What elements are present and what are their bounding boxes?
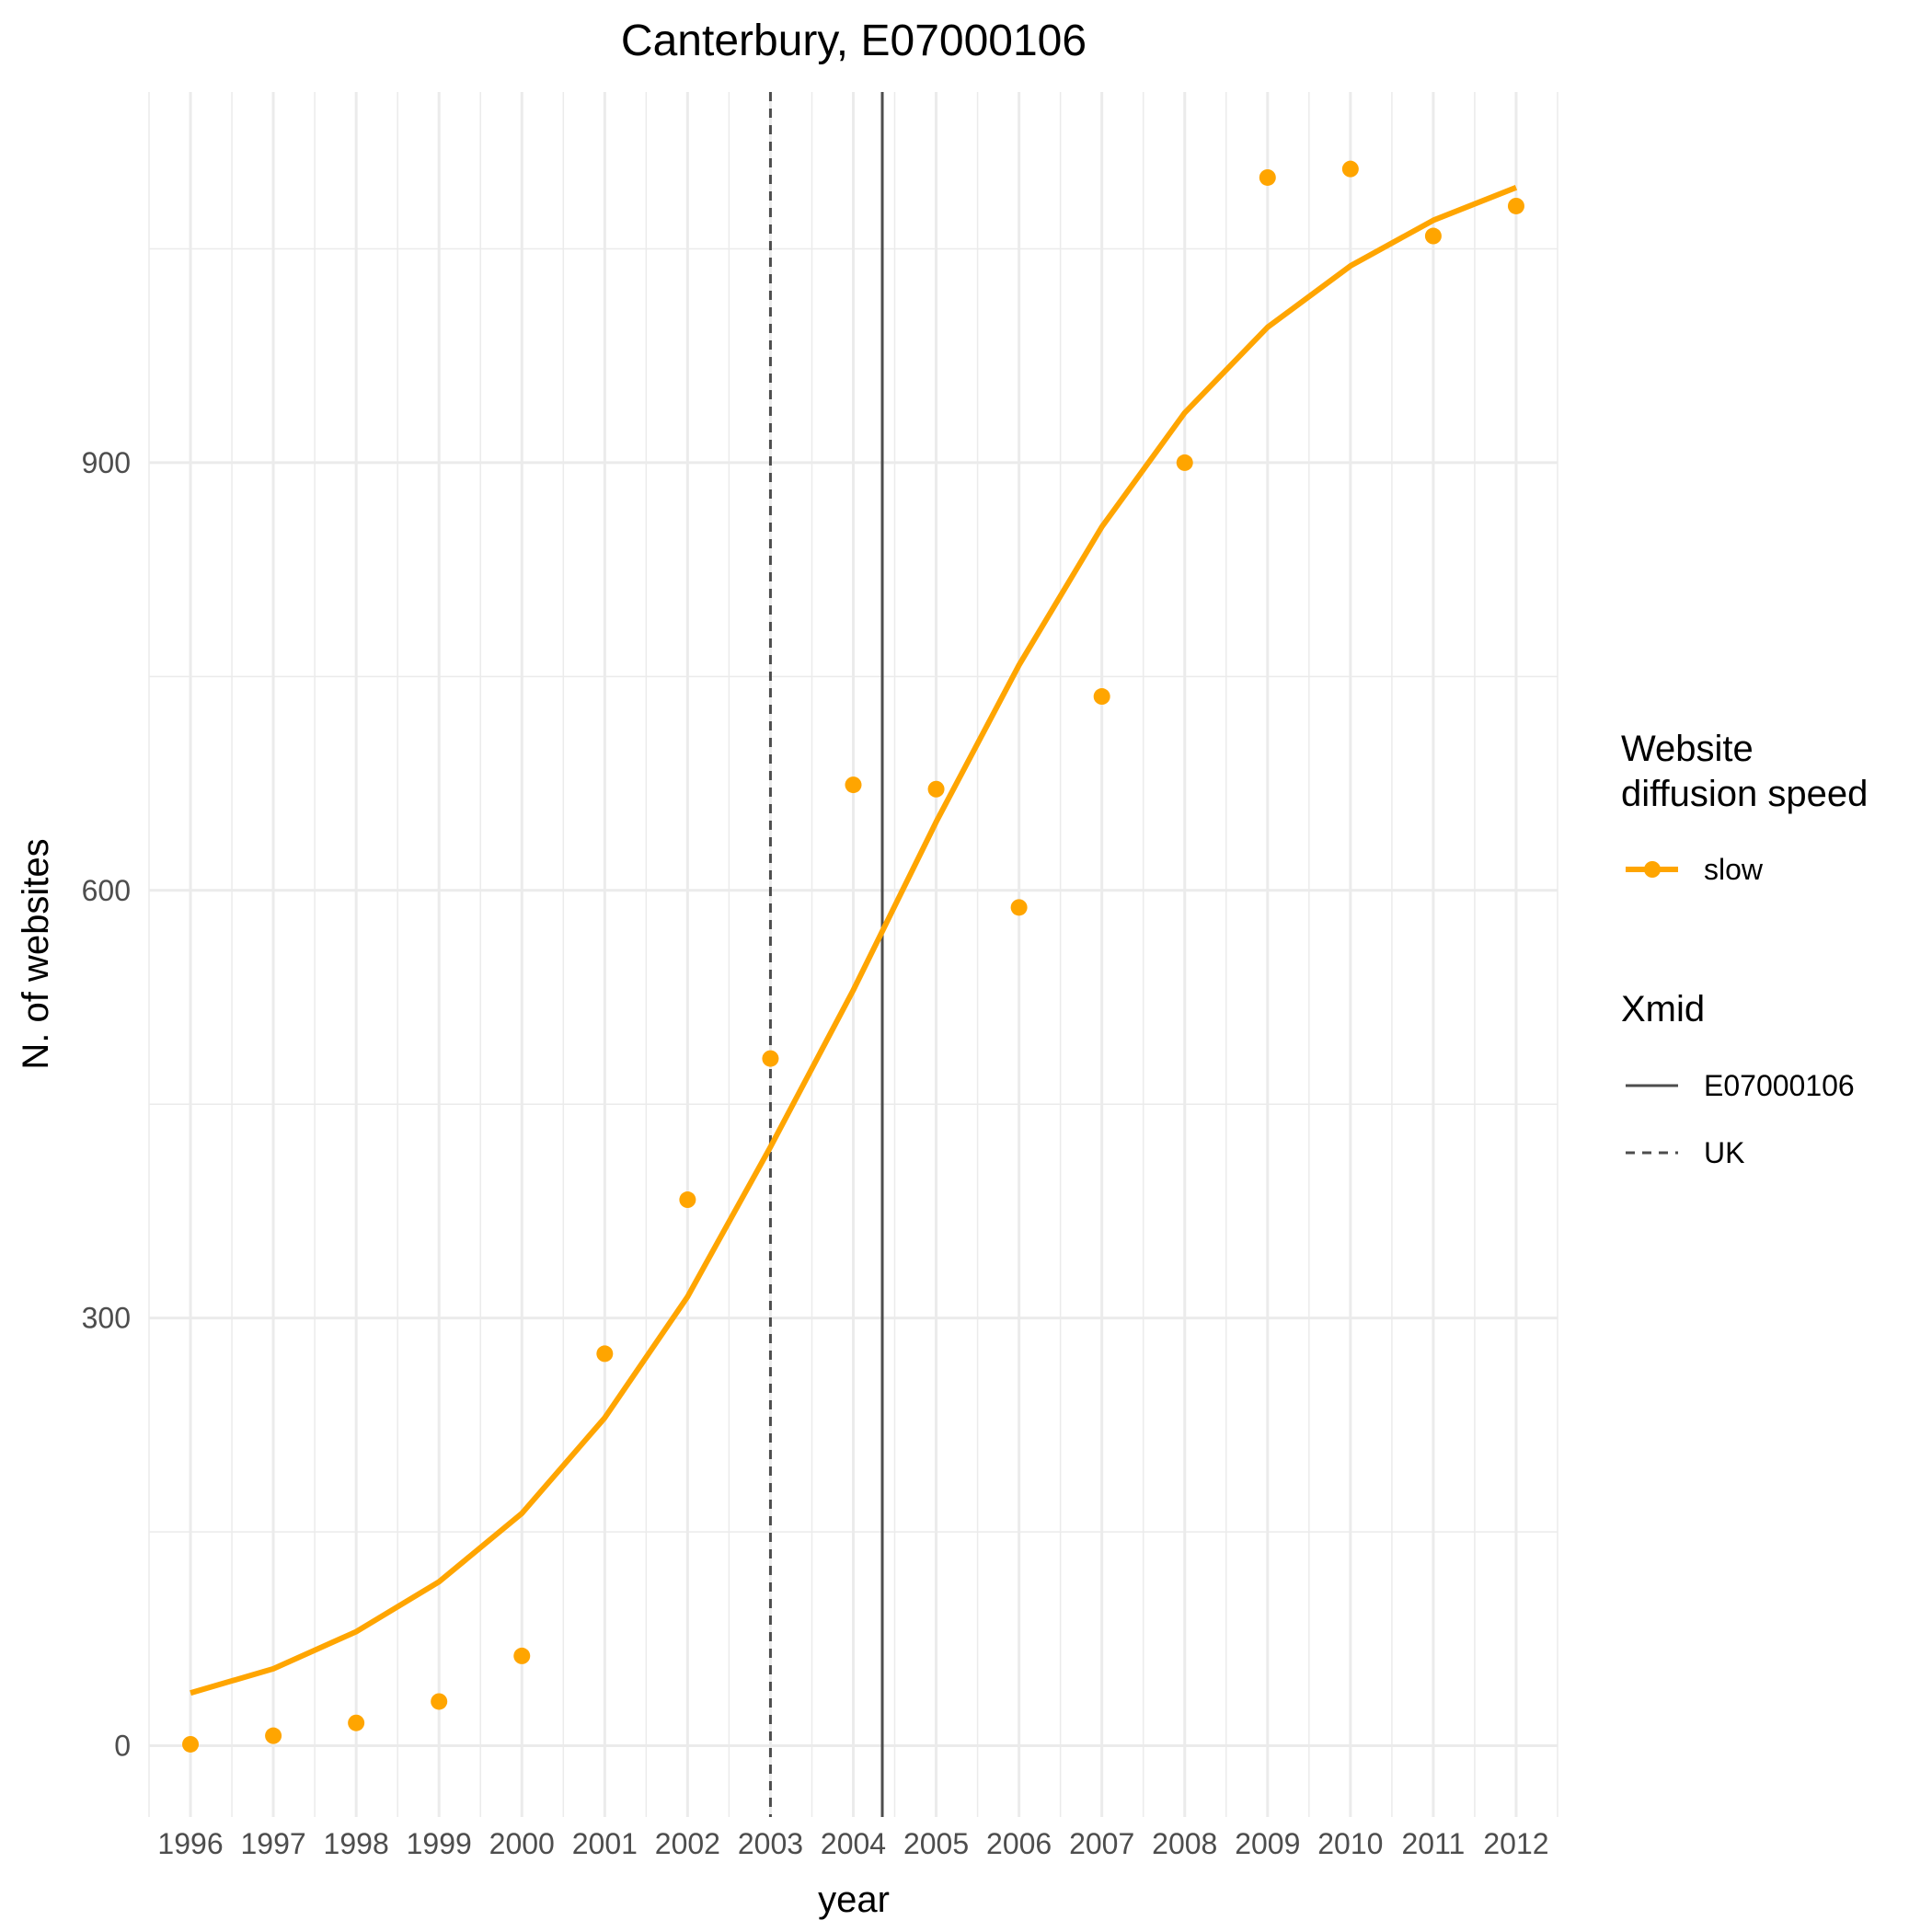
y-tick-label: 300 — [82, 1302, 131, 1335]
x-tick-label: 1999 — [407, 1827, 472, 1860]
legend-label-e07000106: E07000106 — [1704, 1069, 1855, 1102]
legend: Website diffusion speed slow Xmid E07000106 U… — [1621, 729, 1868, 1169]
x-tick-label: 2006 — [986, 1827, 1052, 1860]
x-tick-label: 2005 — [903, 1827, 969, 1860]
x-tick-label: 2011 — [1402, 1827, 1466, 1860]
series-line-slow — [190, 185, 1518, 1696]
y-tick-label: 0 — [114, 1730, 131, 1763]
x-tick-label: 2009 — [1235, 1827, 1300, 1860]
chart-title: Canterbury, E07000106 — [621, 17, 1087, 65]
grid — [148, 92, 1558, 1817]
data-point — [1093, 688, 1110, 706]
legend-label-slow: slow — [1704, 853, 1764, 886]
legend-title-xmid: Xmid — [1621, 989, 1705, 1029]
x-tick-label: 2001 — [572, 1827, 638, 1860]
series-layer — [182, 160, 1524, 1753]
data-point — [182, 1735, 200, 1753]
legend-swatch-point — [1644, 861, 1661, 878]
y-tick-label: 600 — [82, 874, 131, 907]
data-point — [679, 1191, 696, 1209]
x-tick-label: 2000 — [489, 1827, 555, 1860]
data-point — [596, 1345, 614, 1363]
x-tick-label: 2004 — [821, 1827, 886, 1860]
data-point — [265, 1727, 282, 1744]
legend-title-speed: diffusion speed — [1621, 774, 1868, 814]
x-tick-label: 1996 — [157, 1827, 223, 1860]
data-point — [513, 1647, 531, 1664]
data-point — [1176, 454, 1193, 471]
data-point — [1424, 227, 1442, 245]
x-tick-label: 2008 — [1152, 1827, 1217, 1860]
data-point — [1507, 197, 1524, 214]
data-point — [348, 1714, 365, 1731]
x-tick-label: 2012 — [1483, 1827, 1548, 1860]
y-axis-title: N. of websites — [16, 838, 56, 1069]
data-point — [1259, 168, 1276, 186]
x-axis-title: year — [818, 1880, 890, 1920]
data-point — [845, 776, 862, 794]
legend-label-uk: UK — [1704, 1136, 1744, 1169]
data-point — [1010, 899, 1028, 916]
data-point — [927, 780, 945, 798]
data-point — [431, 1693, 448, 1710]
axes: 0 300 600 900 1996 1997 1998 1999 2000 2001 2002 20… — [82, 446, 1549, 1860]
x-tick-label: 1997 — [240, 1827, 305, 1860]
x-tick-label: 1998 — [324, 1827, 389, 1860]
x-tick-label: 2003 — [738, 1827, 803, 1860]
x-tick-label: 2002 — [655, 1827, 720, 1860]
y-tick-label: 900 — [82, 446, 131, 479]
midpoint-lines — [768, 92, 884, 1817]
data-point — [762, 1050, 779, 1067]
data-point — [1341, 160, 1359, 178]
x-tick-label: 2010 — [1317, 1827, 1383, 1860]
x-tick-label: 2007 — [1069, 1827, 1134, 1860]
legend-title-speed: Website — [1621, 729, 1754, 769]
